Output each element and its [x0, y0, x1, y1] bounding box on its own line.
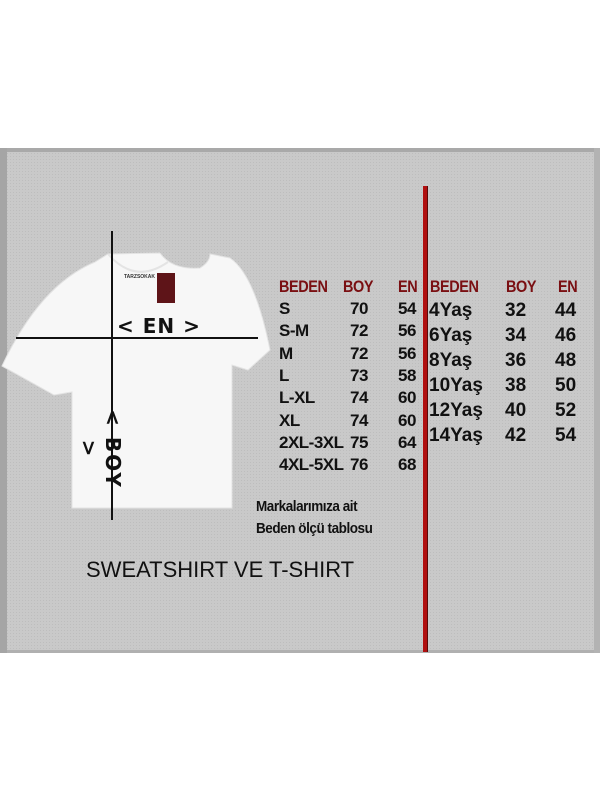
adult-size-cell: S-M	[279, 321, 309, 341]
adult-length-cell: 72	[350, 321, 368, 341]
kids-size-cell: 8Yaş	[429, 350, 473, 371]
adult-width-cell: 60	[398, 388, 416, 408]
hang-tag	[157, 273, 175, 303]
adult-header-0: BEDEN	[279, 277, 328, 296]
length-label: < BOY >	[77, 409, 125, 489]
kids-length-cell: 40	[505, 400, 527, 421]
kids-size-cell: 6Yaş	[429, 325, 473, 346]
kids-size-cell: 12Yaş	[429, 400, 483, 421]
note-line-2: Beden ölçü tablosu	[256, 520, 373, 537]
kids-width-cell: 52	[555, 400, 577, 421]
kids-width-cell: 44	[555, 300, 577, 321]
neck-label: TARZSOKAK	[124, 274, 156, 280]
adult-size-cell: L-XL	[279, 388, 315, 408]
adult-size-cell: L	[279, 365, 289, 385]
kids-length-cell: 42	[505, 425, 527, 446]
adult-size-cell: 2XL-3XL	[279, 432, 344, 452]
panel-edge-left	[0, 148, 7, 653]
panel-edge-right	[594, 148, 600, 653]
adult-width-cell: 56	[398, 343, 416, 363]
adult-size-cell: 4XL-5XL	[279, 455, 344, 475]
adult-length-cell: 70	[350, 299, 368, 318]
kids-length-cell: 34	[505, 325, 527, 346]
width-label: < EN >	[117, 314, 201, 338]
adult-length-cell: 75	[350, 432, 368, 452]
kids-width-cell: 54	[555, 425, 577, 446]
kids-length-cell: 32	[505, 300, 527, 321]
adult-header-2: EN	[398, 277, 418, 296]
adult-width-cell: 64	[398, 432, 416, 452]
adult-size-cell: M	[279, 343, 293, 363]
kids-size-cell: 14Yaş	[429, 425, 483, 446]
kids-width-cell: 46	[555, 325, 577, 346]
adult-size-cell: XL	[279, 410, 300, 430]
tshirt-shape	[1, 252, 271, 509]
kids-header-0: BEDEN	[430, 277, 479, 296]
adult-length-cell: 73	[350, 365, 368, 385]
adult-width-cell: 54	[398, 299, 416, 318]
adult-header-1: BOY	[343, 277, 374, 296]
kids-length-cell: 38	[505, 375, 527, 396]
note-line-1: Markalarımıza ait	[256, 498, 358, 515]
table-divider	[423, 186, 427, 652]
kids-size-cell: 4Yaş	[429, 300, 473, 321]
adult-length-cell: 76	[350, 455, 368, 475]
kids-size-cell: 10Yaş	[429, 375, 483, 396]
adult-width-cell: 58	[398, 365, 416, 385]
product-title: SWEATSHIRT VE T-SHIRT	[86, 557, 355, 582]
kids-header-1: BOY	[506, 277, 537, 296]
adult-length-cell: 74	[350, 410, 368, 430]
adult-width-cell: 68	[398, 455, 416, 475]
adult-width-cell: 56	[398, 321, 416, 341]
kids-header-2: EN	[558, 277, 578, 296]
kids-width-cell: 50	[555, 375, 577, 396]
adult-size-cell: S	[279, 299, 290, 318]
kids-width-cell: 48	[555, 350, 577, 371]
adult-length-cell: 74	[350, 388, 368, 408]
kids-length-cell: 36	[505, 350, 527, 371]
adult-length-cell: 72	[350, 343, 368, 363]
adult-width-cell: 60	[398, 410, 416, 430]
size-chart-panel	[0, 148, 600, 653]
